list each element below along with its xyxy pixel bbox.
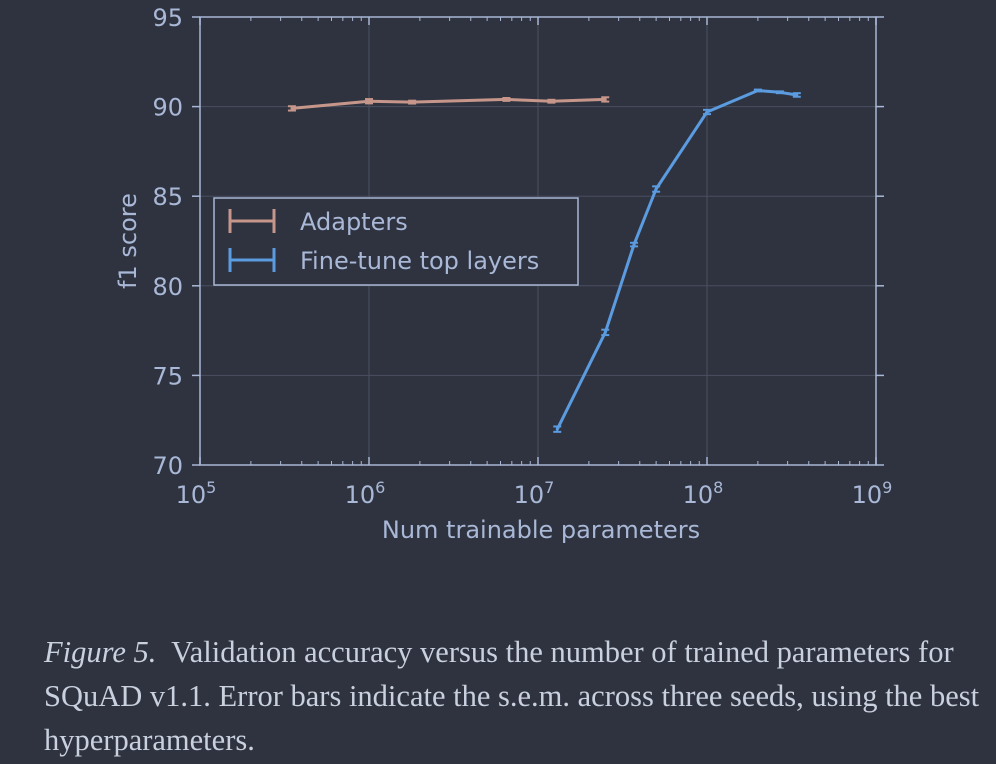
data-point bbox=[549, 99, 553, 103]
legend-label: Fine-tune top layers bbox=[300, 247, 539, 275]
legend-label: Adapters bbox=[300, 208, 408, 236]
data-point bbox=[290, 106, 294, 110]
legend: Adapters Fine-tune top layers bbox=[213, 197, 579, 286]
y-tick-label: 75 bbox=[152, 362, 183, 390]
data-point bbox=[632, 243, 636, 247]
data-point bbox=[410, 100, 414, 104]
y-tick-label: 70 bbox=[152, 452, 183, 480]
data-point bbox=[705, 110, 709, 114]
x-tick-label: 109 bbox=[852, 478, 893, 509]
data-point bbox=[778, 90, 782, 94]
figure-caption: Figure 5. Validation accuracy versus the… bbox=[44, 630, 984, 762]
data-point bbox=[795, 93, 799, 97]
series-line bbox=[291, 97, 606, 110]
x-tick-label-exponent: 9 bbox=[882, 478, 892, 497]
series-fine-tune-top-layers bbox=[553, 88, 801, 433]
y-tick-label: 90 bbox=[152, 94, 183, 122]
y-tick-label: 80 bbox=[152, 273, 183, 301]
x-tick-label-exponent: 6 bbox=[375, 478, 385, 497]
x-tick-label-exponent: 5 bbox=[206, 478, 216, 497]
y-tick-label: 95 bbox=[152, 4, 183, 32]
data-point bbox=[555, 427, 559, 431]
caption-label: Figure 5. bbox=[44, 635, 157, 669]
data-point bbox=[654, 187, 658, 191]
series-adapters bbox=[287, 96, 610, 112]
data-point bbox=[504, 97, 508, 101]
caption-text: Validation accuracy versus the number of… bbox=[44, 635, 980, 757]
x-tick-label: 105 bbox=[176, 478, 217, 509]
data-point bbox=[603, 97, 607, 101]
series-line bbox=[555, 89, 798, 430]
x-axis-label: Num trainable parameters bbox=[382, 516, 700, 544]
y-axis-label: f1 score bbox=[114, 193, 142, 289]
data-point bbox=[367, 99, 371, 103]
x-tick-label-exponent: 8 bbox=[713, 478, 723, 497]
x-tick-label: 107 bbox=[514, 478, 555, 509]
x-tick-label: 108 bbox=[683, 478, 724, 509]
y-tick-label: 85 bbox=[152, 183, 183, 211]
x-tick-label-exponent: 7 bbox=[544, 478, 554, 497]
data-point bbox=[756, 88, 760, 92]
x-tick-label: 106 bbox=[345, 478, 386, 509]
data-point bbox=[603, 330, 607, 334]
